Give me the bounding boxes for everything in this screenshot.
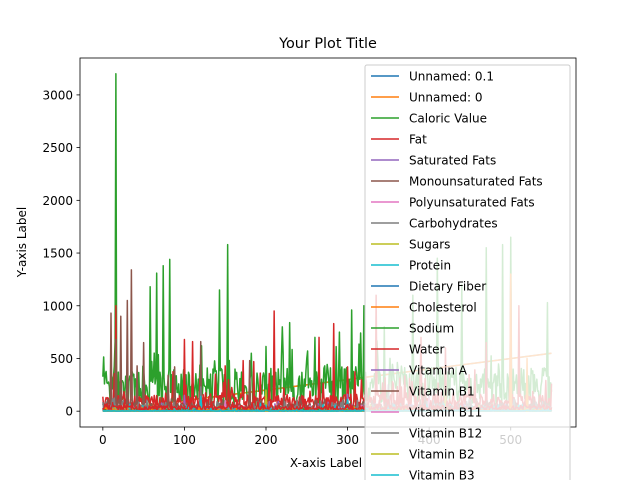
y-axis: 0 500 1000 1500 2000 2500 3000 [42,88,80,419]
x-tick-label: 100 [173,433,196,447]
legend: Unnamed: 0.1 Unnamed: 0 Caloric Value Fat Sa… [364,64,571,480]
legend-label-sodium: Sodium [409,322,454,336]
legend-label-vitamin-b1: Vitamin B1 [409,385,475,399]
y-tick-label: 2000 [42,194,73,208]
legend-label-vitamin-b2: Vitamin B2 [409,448,475,462]
x-tick-label: 0 [99,433,107,447]
legend-label-vitamin-b12: Vitamin B12 [409,427,482,441]
legend-label-unnamed-0-1: Unnamed: 0.1 [409,70,494,84]
x-tick-label: 300 [336,433,359,447]
axes-frame [79,57,577,428]
y-tick-label: 2500 [42,141,73,155]
y-tick-label: 1000 [42,299,73,313]
legend-label-saturated-fats: Saturated Fats [409,154,496,168]
x-tick-label: 200 [255,433,278,447]
legend-label-vitamin-b11: Vitamin B11 [409,406,482,420]
legend-label-protein: Protein [409,259,451,273]
legend-label-water: Water [409,343,445,357]
y-axis-label: Y-axis Label [15,207,29,278]
y-tick-label: 500 [50,352,73,366]
legend-label-cholesterol: Cholesterol [409,301,477,315]
chart-title: Your Plot Title [278,36,377,52]
y-tick-label: 0 [65,405,73,419]
legend-label-sugars: Sugars [409,238,450,252]
legend-label-monounsaturated-fats: Monounsaturated Fats [409,175,543,189]
legend-label-unnamed-0: Unnamed: 0 [409,91,483,105]
legend-label-polyunsaturated-fats: Polyunsaturated Fats [409,196,535,210]
legend-label-fat: Fat [409,133,427,147]
legend-label-caloric-value: Caloric Value [409,112,487,126]
x-axis-label: X-axis Label [290,456,362,470]
legend-label-vitamin-a: Vitamin A [409,364,468,378]
y-tick-label: 1500 [42,247,73,261]
legend-label-carbohydrates: Carbohydrates [409,217,498,231]
legend-label-dietary-fiber: Dietary Fiber [409,280,486,294]
legend-label-vitamin-b3: Vitamin B3 [409,469,475,480]
legend-box [364,64,571,480]
y-tick-label: 3000 [42,88,73,102]
